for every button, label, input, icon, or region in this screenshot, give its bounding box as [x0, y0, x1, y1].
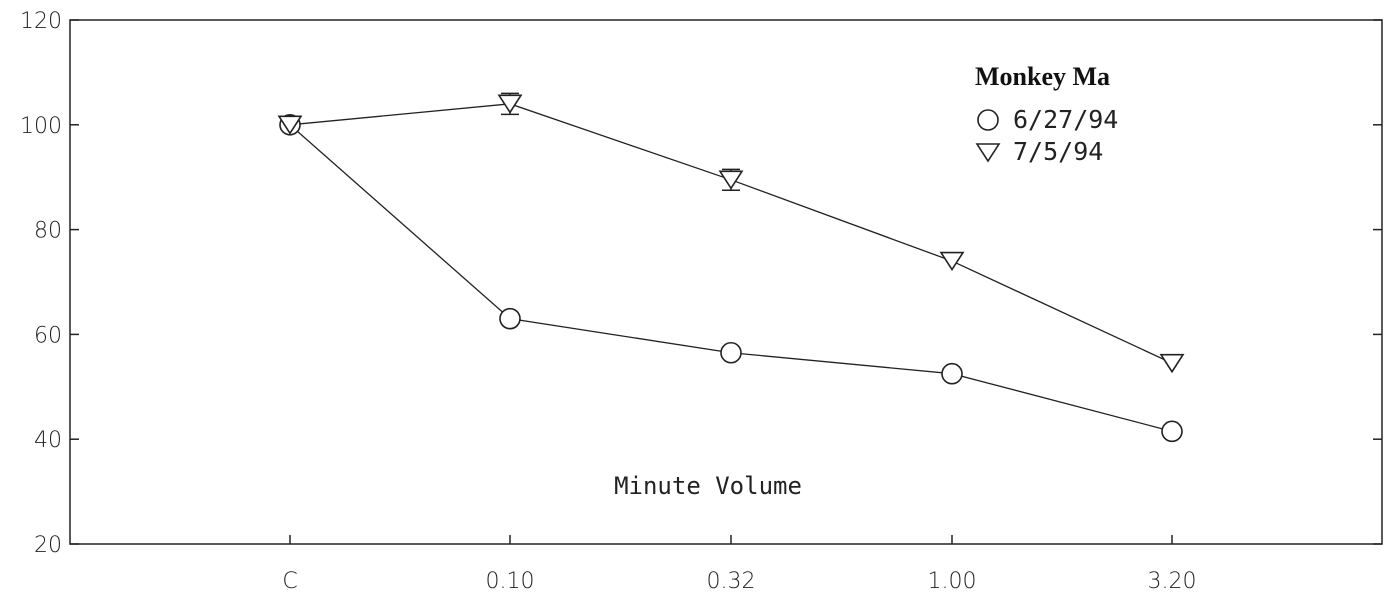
x-tick-label: 1.00	[928, 569, 977, 594]
y-tick-label: 80	[34, 219, 62, 244]
data-point-circle	[720, 341, 742, 364]
legend: Monkey Ma 6/27/94 7/5/94	[975, 62, 1118, 166]
data-point-triangle	[1159, 353, 1185, 374]
y-tick-label: 40	[34, 428, 62, 453]
y-tick-label: 120	[20, 9, 62, 34]
data-point-circle	[499, 307, 521, 330]
x-tick-label: 3.20	[1148, 569, 1197, 594]
data-point-triangle	[718, 170, 744, 190]
data-point-circle	[941, 362, 963, 385]
x-tick-label: C	[282, 569, 297, 594]
legend-title: Monkey Ma	[975, 62, 1110, 91]
y-axis: 20 40 60 80 100 120	[20, 9, 1382, 558]
legend-entry-label: 6/27/94	[1013, 105, 1118, 134]
data-point-triangle	[497, 94, 523, 114]
legend-entry-label: 7/5/94	[1013, 137, 1103, 166]
x-tick-label: 0.10	[486, 569, 535, 594]
annotation-label: Minute Volume	[614, 472, 802, 500]
y-tick-label: 20	[34, 533, 62, 558]
y-tick-label: 60	[34, 323, 62, 348]
plot-frame	[69, 19, 1383, 545]
data-point-triangle	[939, 251, 965, 272]
x-tick-label: 0.32	[707, 569, 756, 594]
legend-marker-triangle	[975, 143, 1001, 163]
y-tick-label: 100	[20, 114, 62, 139]
data-point-triangle	[277, 115, 303, 135]
series-layer	[277, 92, 1185, 443]
x-axis: C 0.10 0.32 1.00 3.20	[282, 535, 1196, 594]
legend-marker-circle	[977, 109, 999, 131]
data-point-circle	[1161, 420, 1183, 443]
